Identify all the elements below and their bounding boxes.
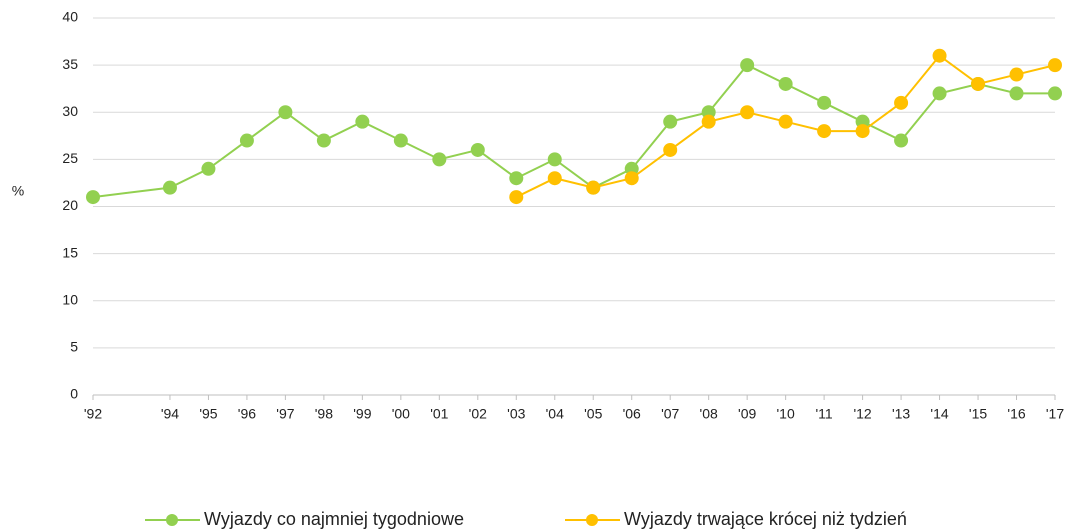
data-point bbox=[509, 190, 524, 205]
x-tick-label: '07 bbox=[661, 406, 679, 422]
data-point bbox=[740, 105, 755, 120]
y-tick-label: 40 bbox=[62, 9, 78, 25]
data-point bbox=[971, 76, 986, 91]
data-point bbox=[547, 171, 562, 186]
x-tick-label: '01 bbox=[430, 406, 448, 422]
legend-label: Wyjazdy co najmniej tygodniowe bbox=[204, 509, 464, 529]
data-point bbox=[1009, 67, 1024, 82]
x-tick-label: '13 bbox=[892, 406, 910, 422]
series-line bbox=[92, 63, 1055, 199]
y-axis-label: % bbox=[12, 183, 24, 199]
x-tick-label: '92 bbox=[84, 406, 102, 422]
x-tick-label: '16 bbox=[1007, 406, 1025, 422]
x-tick-label: '03 bbox=[507, 406, 525, 422]
x-tick-label: '09 bbox=[738, 406, 756, 422]
x-tick-label: '17 bbox=[1046, 406, 1064, 422]
x-tick-label: '95 bbox=[199, 406, 217, 422]
data-point bbox=[509, 171, 524, 186]
x-tick-label: '02 bbox=[469, 406, 487, 422]
y-tick-label: 5 bbox=[70, 339, 78, 355]
data-point bbox=[239, 133, 254, 148]
data-point bbox=[778, 76, 793, 91]
x-tick-label: '12 bbox=[853, 406, 871, 422]
data-point bbox=[701, 114, 716, 129]
x-tick-label: '94 bbox=[161, 406, 179, 422]
x-tick-label: '10 bbox=[777, 406, 795, 422]
x-tick-label: '00 bbox=[392, 406, 410, 422]
data-point bbox=[432, 152, 447, 167]
data-point bbox=[470, 142, 485, 157]
data-point bbox=[663, 142, 678, 157]
data-point bbox=[355, 114, 370, 129]
data-point bbox=[855, 124, 870, 139]
data-point bbox=[817, 124, 832, 139]
x-tick-label: '04 bbox=[546, 406, 564, 422]
x-tick-label: '14 bbox=[930, 406, 948, 422]
data-point bbox=[894, 95, 909, 110]
data-point bbox=[162, 180, 177, 195]
y-tick-label: 20 bbox=[62, 197, 78, 213]
data-point bbox=[201, 161, 216, 176]
data-point bbox=[316, 133, 331, 148]
x-tick-label: '97 bbox=[276, 406, 294, 422]
y-tick-label: 25 bbox=[62, 150, 78, 166]
data-point bbox=[1048, 58, 1062, 73]
y-tick-label: 30 bbox=[62, 103, 78, 119]
y-tick-label: 15 bbox=[62, 244, 78, 260]
x-tick-label: '99 bbox=[353, 406, 371, 422]
data-point bbox=[278, 105, 293, 120]
legend-label: Wyjazdy trwające krócej niż tydzień bbox=[624, 509, 907, 529]
data-point bbox=[86, 190, 100, 205]
data-point bbox=[894, 133, 909, 148]
x-tick-label: '98 bbox=[315, 406, 333, 422]
x-tick-label: '08 bbox=[700, 406, 718, 422]
data-point bbox=[932, 48, 947, 63]
data-point bbox=[740, 58, 755, 73]
legend-marker bbox=[166, 514, 178, 526]
x-tick-label: '11 bbox=[816, 406, 833, 422]
x-tick-label: '06 bbox=[623, 406, 641, 422]
data-point bbox=[624, 171, 639, 186]
data-point bbox=[547, 152, 562, 167]
x-tick-label: '15 bbox=[969, 406, 987, 422]
data-point bbox=[778, 114, 793, 129]
y-tick-label: 10 bbox=[62, 291, 78, 307]
data-point bbox=[932, 86, 947, 101]
x-tick-label: '96 bbox=[238, 406, 256, 422]
data-point bbox=[393, 133, 408, 148]
data-point bbox=[817, 95, 832, 110]
legend-marker bbox=[586, 514, 598, 526]
y-tick-label: 0 bbox=[70, 386, 78, 402]
data-point bbox=[1048, 86, 1062, 101]
data-point bbox=[1009, 86, 1024, 101]
data-point bbox=[663, 114, 678, 129]
y-tick-label: 35 bbox=[62, 56, 78, 72]
x-tick-label: '05 bbox=[584, 406, 602, 422]
data-point bbox=[586, 180, 601, 195]
